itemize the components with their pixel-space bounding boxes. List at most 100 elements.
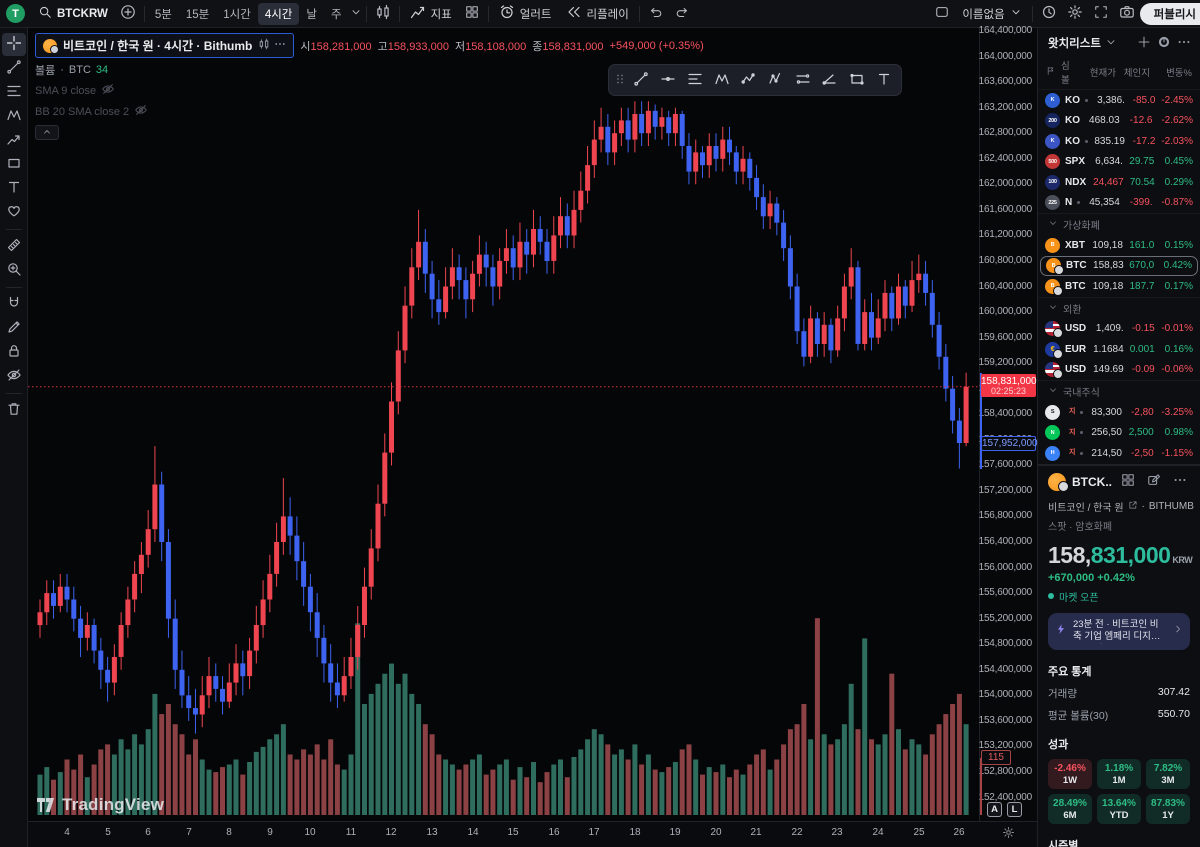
- watchlist-add-symbol-button[interactable]: [1134, 33, 1154, 53]
- zoom-in-tool-button[interactable]: [2, 259, 26, 282]
- watchlist-row[interactable]: USD 149.69 -0.09 -0.06%: [1038, 360, 1200, 381]
- float-tool-text[interactable]: [872, 68, 896, 92]
- float-tool-rect2[interactable]: [845, 68, 869, 92]
- layout-select-button[interactable]: [929, 2, 955, 26]
- publish-button[interactable]: 퍼블리시: [1139, 2, 1200, 25]
- performance-tile-YTD[interactable]: 13.64% YTD: [1097, 794, 1141, 825]
- interval-button-5분[interactable]: 5분: [148, 3, 179, 25]
- hide-drawings-tool-button[interactable]: [2, 365, 26, 388]
- geometric-shapes-tool-button[interactable]: [2, 153, 26, 176]
- watchlist-row[interactable]: € EUR 1.1684 0.001 0.16%: [1038, 339, 1200, 360]
- detail-edit-button[interactable]: [1144, 472, 1164, 492]
- watchlist-title-button[interactable]: 왓치리스트: [1048, 35, 1117, 51]
- interval-button-주[interactable]: 주: [324, 3, 349, 25]
- performance-tile-3M[interactable]: 7.82% 3M: [1146, 759, 1190, 790]
- watchlist-row[interactable]: B XBT 109,18 161.0 0.15%: [1038, 235, 1200, 256]
- replay-button[interactable]: 리플레이: [559, 2, 636, 26]
- remove-drawings-tool-button[interactable]: [2, 399, 26, 422]
- float-tool-rays[interactable]: [818, 68, 842, 92]
- price-axis[interactable]: 164,400,000 164,000,000 163,600,000 163,200…: [979, 26, 1038, 821]
- watchlist-row[interactable]: N 지 256,50 2,500 0.98%: [1038, 423, 1200, 444]
- layout-name-button[interactable]: 이름없음: [955, 2, 1028, 26]
- compare-add-button[interactable]: [115, 2, 141, 26]
- performance-tile-1W[interactable]: -2.46% 1W: [1048, 759, 1092, 790]
- symbol-search-button[interactable]: BTCKRW: [31, 2, 115, 26]
- magnet-tool-button[interactable]: [2, 293, 26, 316]
- indicator-templates-button[interactable]: [459, 2, 485, 26]
- legend-indicator-bb[interactable]: BB 20 SMA close 2: [35, 103, 704, 120]
- detail-description[interactable]: 비트코인 / 한국 원: [1048, 502, 1124, 514]
- performance-tile-6M[interactable]: 28.49% 6M: [1048, 794, 1092, 825]
- crosshair-tool-button[interactable]: [1, 33, 26, 56]
- watchlist-row[interactable]: B BTC 109,18 187.7 0.17%: [1038, 276, 1200, 297]
- time-axis[interactable]: 4 5 6 7 8 9 10 11 12 13 14 15 16 17 18 19 20 21 22 23 24 25 26: [28, 821, 1037, 847]
- legend-indicator-sma[interactable]: SMA 9 close: [35, 82, 704, 99]
- float-tool-hline[interactable]: [656, 68, 680, 92]
- watchlist-row[interactable]: B BTC 158,83 670,0 0.42%: [1040, 255, 1198, 276]
- alert-button[interactable]: 얼러트: [492, 2, 559, 26]
- eye-off-icon[interactable]: [134, 103, 148, 120]
- news-banner[interactable]: 23분 전 · 비트코인 비축 기업 엠페리 디지털, 5000만...: [1048, 612, 1190, 651]
- indicators-button[interactable]: 지표: [403, 2, 459, 26]
- time-axis-gear-icon[interactable]: [1002, 826, 1015, 842]
- candlestick-chart[interactable]: [28, 28, 979, 821]
- watchlist-row[interactable]: 200 KO 468.03 -12.6 -2.62%: [1038, 111, 1200, 132]
- float-tool-handle[interactable]: [614, 68, 626, 92]
- xabcd-pattern-tool-button[interactable]: [2, 105, 26, 128]
- settings-button[interactable]: [1062, 2, 1088, 26]
- interval-button-날[interactable]: 날: [299, 3, 324, 25]
- performance-tile-1M[interactable]: 1.18% 1M: [1097, 759, 1141, 790]
- watchlist-row[interactable]: 500 SPX 6,634. 29.75 0.45%: [1038, 152, 1200, 173]
- drawing-mode-tool-button[interactable]: [2, 317, 26, 340]
- interval-button-1시간[interactable]: 1시간: [216, 3, 258, 25]
- trend-line-tool-button[interactable]: [2, 57, 26, 80]
- fullscreen-button[interactable]: [1088, 2, 1114, 26]
- detail-layout-button[interactable]: [1118, 472, 1138, 492]
- float-tool-tline[interactable]: [629, 68, 653, 92]
- watchlist-menu-button[interactable]: [1174, 33, 1194, 53]
- legend-symbol-pill[interactable]: 비트코인 / 한국 원 · 4시간 · Bithumb: [35, 33, 295, 58]
- legend-menu-dots-icon[interactable]: [274, 38, 286, 53]
- quick-clock-button[interactable]: [1036, 2, 1062, 26]
- watchlist-row[interactable]: K KO 835.19 -17.2 -2.03%: [1038, 131, 1200, 152]
- eye-off-icon[interactable]: [101, 82, 115, 99]
- text-tool-tool-button[interactable]: [2, 177, 26, 200]
- float-tool-hlines2[interactable]: [791, 68, 815, 92]
- lock-drawings-tool-button[interactable]: [2, 341, 26, 364]
- watchlist-row[interactable]: H 지 214,50 -2,50 -1.15%: [1038, 443, 1200, 464]
- snapshot-button[interactable]: [1114, 2, 1140, 26]
- legend-volume-row[interactable]: 볼륨 · BTC 34: [35, 64, 109, 77]
- redo-button[interactable]: [669, 2, 695, 26]
- forecast-tool-button[interactable]: [2, 129, 26, 152]
- emoji-tool-tool-button[interactable]: [2, 201, 26, 224]
- float-tool-fib[interactable]: [683, 68, 707, 92]
- log-scale-button[interactable]: L: [1007, 802, 1022, 817]
- legend-chart-type-icon[interactable]: [258, 38, 270, 53]
- auto-scale-button[interactable]: A: [987, 802, 1002, 817]
- performance-tile-1Y[interactable]: 87.83% 1Y: [1146, 794, 1190, 825]
- interval-button-15분[interactable]: 15분: [179, 3, 216, 25]
- interval-menu-chevron[interactable]: [349, 2, 363, 26]
- undo-button[interactable]: [643, 2, 669, 26]
- watchlist-row[interactable]: 100 NDX 24,467 70.54 0.29%: [1038, 172, 1200, 193]
- watchlist-row[interactable]: 225 N 45,354 -399. -0.87%: [1038, 193, 1200, 214]
- chart-area[interactable]: 비트코인 / 한국 원 · 4시간 · Bithumb 시158,281,000…: [28, 26, 1038, 847]
- detail-menu-button[interactable]: [1170, 472, 1190, 492]
- watchlist-group-header[interactable]: 가상화폐: [1038, 213, 1200, 235]
- measure-tool-button[interactable]: [2, 235, 26, 258]
- watchlist-row[interactable]: USD 1,409. -0.15 -0.01%: [1038, 319, 1200, 340]
- watchlist-group-header[interactable]: 외환: [1038, 296, 1200, 319]
- account-menu-button[interactable]: T: [6, 4, 25, 23]
- float-tool-zigzag2[interactable]: [764, 68, 788, 92]
- chart-style-button[interactable]: [370, 2, 396, 26]
- watchlist-row[interactable]: K KO 3,386. -85.0 -2.45%: [1038, 90, 1200, 111]
- interval-button-4시간[interactable]: 4시간: [257, 2, 300, 25]
- watchlist-row[interactable]: S 지 83,300 -2,80 -3.25%: [1038, 402, 1200, 423]
- watchlist-group-header[interactable]: 국내주식: [1038, 380, 1200, 402]
- external-link-icon[interactable]: [1128, 500, 1138, 513]
- watchlist-clock-button[interactable]: [1154, 33, 1174, 53]
- fib-retracement-tool-button[interactable]: [2, 81, 26, 104]
- flag-icon[interactable]: [1046, 66, 1056, 79]
- float-tool-xabcd[interactable]: [710, 68, 734, 92]
- float-tool-zigzag[interactable]: [737, 68, 761, 92]
